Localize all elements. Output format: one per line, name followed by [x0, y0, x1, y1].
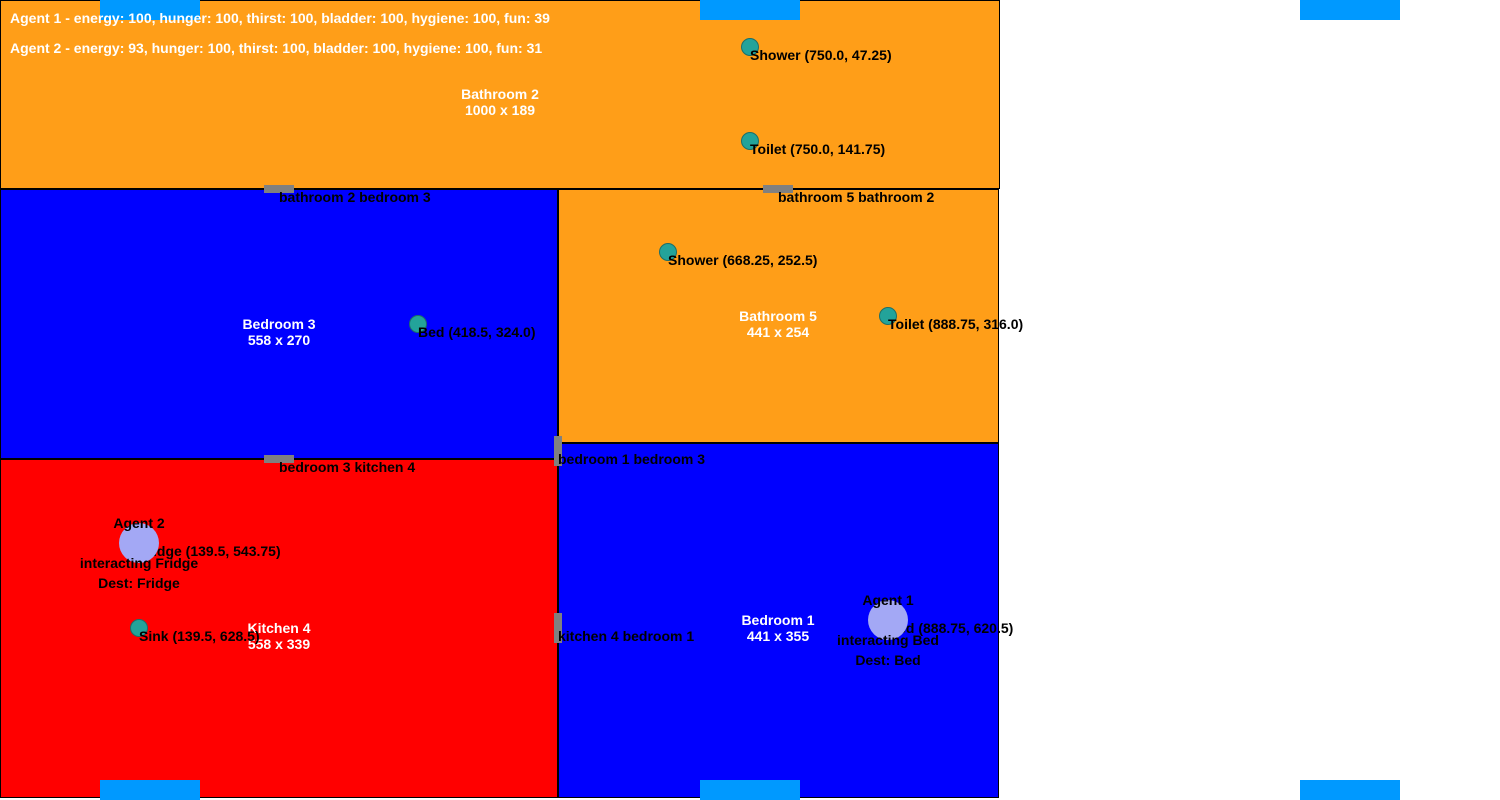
- fridge-kitchen-4-label: Fridge (139.5, 543.75): [139, 543, 281, 559]
- room-name: Bedroom 3: [242, 316, 316, 332]
- room-name: Bathroom 5: [739, 308, 817, 324]
- edge-marker-bottom-3: [1300, 780, 1400, 800]
- room-size: 441 x 355: [746, 628, 810, 644]
- sink-kitchen-4-label: Sink (139.5, 628.5): [139, 628, 260, 644]
- door-label-bedroom-1-bedroom-3: bedroom 1 bedroom 3: [558, 451, 706, 467]
- edge-marker-top-2: [700, 0, 800, 20]
- room-kitchen-4: [0, 459, 558, 798]
- toilet-bathroom-2[interactable]: [741, 132, 759, 150]
- door-bedroom-3-kitchen-4[interactable]: [264, 455, 294, 463]
- agent-1-status: interacting Bed: [837, 632, 939, 648]
- shower-bathroom-2-label: Shower (750.0, 47.25): [750, 47, 892, 63]
- agent-2-destination: Dest: Fridge: [98, 575, 180, 591]
- door-bedroom-1-bedroom-3[interactable]: [554, 436, 562, 466]
- room-bedroom-3: [0, 189, 558, 459]
- shower-bathroom-2[interactable]: [741, 38, 759, 56]
- shower-bathroom-5[interactable]: [659, 243, 677, 261]
- toilet-bathroom-2-label: Toilet (750.0, 141.75): [750, 141, 886, 157]
- room-size: 1000 x 189: [464, 102, 536, 118]
- room-name: Kitchen 4: [247, 620, 311, 636]
- edge-marker-bottom-2: [700, 780, 800, 800]
- toilet-bathroom-5[interactable]: [879, 307, 897, 325]
- bed-bedroom-3-label: Bed (418.5, 324.0): [418, 324, 536, 340]
- bed-bedroom-1-label: Bed (888.75, 620.5): [888, 620, 1014, 636]
- door-kitchen-4-bedroom-1[interactable]: [554, 613, 562, 643]
- door-label-bathroom-5-bathroom-2: bathroom 5 bathroom 2: [778, 189, 935, 205]
- door-bathroom-2-bedroom-3[interactable]: [264, 185, 294, 193]
- room-size: 558 x 339: [247, 636, 311, 652]
- room-label-bedroom-1: Bedroom 1 441 x 355: [678, 612, 878, 644]
- agent-2-name: Agent 2: [113, 515, 165, 531]
- room-bathroom-5: [558, 189, 999, 443]
- door-label-bedroom-3-kitchen-4: bedroom 3 kitchen 4: [279, 459, 416, 475]
- room-label-bedroom-3: Bedroom 3 558 x 270: [179, 316, 379, 348]
- agent-2-status: interacting Fridge: [79, 555, 199, 571]
- door-bathroom-5-bathroom-2[interactable]: [763, 185, 793, 193]
- room-size: 558 x 270: [247, 332, 311, 348]
- toilet-bathroom-5-label: Toilet (888.75, 316.0): [888, 316, 1024, 332]
- room-label-bathroom-2: Bathroom 2 1000 x 189: [400, 86, 600, 118]
- room-name: Bedroom 1: [741, 612, 815, 628]
- agent-2-avatar[interactable]: [119, 523, 159, 563]
- agent-1-name: Agent 1: [862, 592, 914, 608]
- room-label-bathroom-5: Bathroom 5 441 x 254: [678, 308, 878, 340]
- shower-bathroom-5-label: Shower (668.25, 252.5): [668, 252, 818, 268]
- edge-marker-top-3: [1300, 0, 1400, 20]
- door-label-kitchen-4-bedroom-1: kitchen 4 bedroom 1: [558, 628, 695, 644]
- sink-kitchen-4[interactable]: [130, 619, 148, 637]
- room-bedroom-1: [558, 443, 999, 798]
- agent-1-destination: Dest: Bed: [855, 652, 921, 668]
- room-bathroom-2: [0, 0, 1000, 189]
- door-label-bathroom-2-bedroom-3: bathroom 2 bedroom 3: [279, 189, 431, 205]
- agent-1-stats: Agent 1 - energy: 100, hunger: 100, thir…: [10, 10, 550, 26]
- agent-1-avatar[interactable]: [868, 600, 908, 640]
- room-name: Bathroom 2: [461, 86, 539, 102]
- edge-marker-top-1: [100, 0, 200, 20]
- agent-2-stats: Agent 2 - energy: 93, hunger: 100, thirs…: [10, 40, 543, 56]
- room-label-kitchen-4: Kitchen 4 558 x 339: [179, 620, 379, 652]
- bed-bedroom-3[interactable]: [409, 315, 427, 333]
- edge-marker-bottom-1: [100, 780, 200, 800]
- room-size: 441 x 254: [746, 324, 810, 340]
